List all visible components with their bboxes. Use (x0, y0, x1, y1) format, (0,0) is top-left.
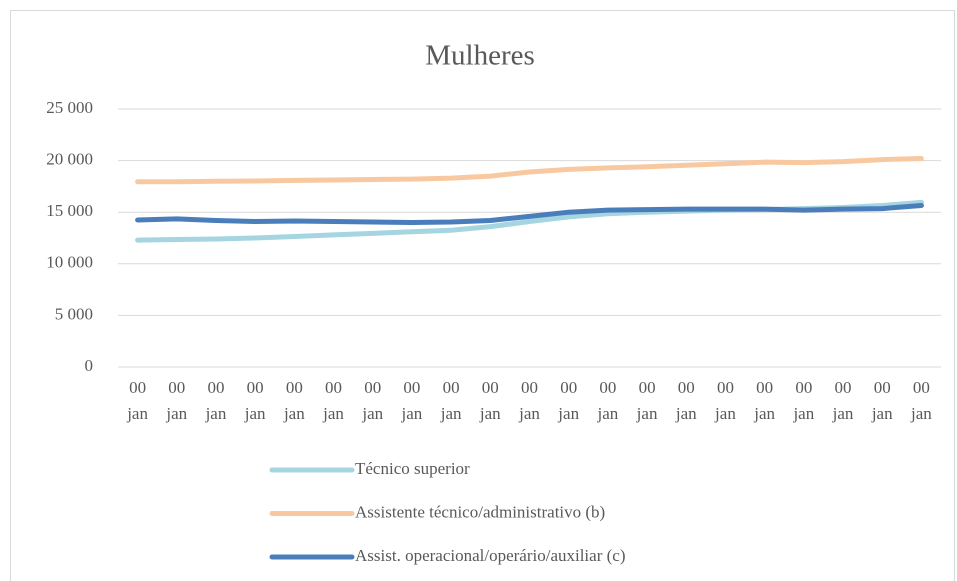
x-tick-label: 00 jan (832, 378, 854, 423)
y-tick-label: 10 000 (46, 253, 93, 272)
y-tick-label: 0 (85, 356, 94, 375)
x-tick-label: 00 jan (166, 378, 188, 423)
y-tick-label: 20 000 (46, 150, 93, 169)
x-tick-label: 00 jan (362, 378, 384, 423)
x-tick-label: 00 jan (205, 378, 227, 423)
x-tick-label: 00 jan (283, 378, 305, 423)
x-tick-label: 00 jan (244, 378, 266, 423)
y-tick-label: 15 000 (46, 201, 93, 220)
chart-border (10, 10, 955, 581)
x-tick-label: 00 jan (911, 378, 932, 423)
series-line (135, 156, 924, 185)
series-line (135, 202, 924, 226)
x-tick-label: 00 jan (871, 378, 893, 423)
x-tick-label: 00 jan (440, 378, 462, 423)
x-tick-label: 00 jan (558, 378, 580, 423)
x-tick-label: 00 jan (127, 378, 148, 423)
x-tick-label: 00 jan (754, 378, 776, 423)
x-tick-label: 00 jan (479, 378, 501, 423)
x-tick-label: 00 jan (323, 378, 344, 423)
chart-title: Mulheres (425, 40, 535, 72)
y-tick-label: 5 000 (55, 304, 93, 323)
x-tick-label: 00 jan (519, 378, 540, 423)
x-tick-label: 00 jan (793, 378, 815, 423)
legend-label: Assist. operacional/operário/auxiliar (c… (355, 546, 625, 565)
x-tick-label: 00 jan (715, 378, 736, 423)
legend-label: Assistente técnico/administrativo (b) (355, 502, 605, 521)
x-tick-label: 00 jan (675, 378, 697, 423)
y-tick-label: 25 000 (46, 98, 93, 117)
x-tick-label: 00 jan (636, 378, 658, 423)
legend-label: Técnico superior (355, 459, 470, 478)
x-tick-label: 00 jan (401, 378, 423, 423)
x-tick-label: 00 jan (597, 378, 619, 423)
